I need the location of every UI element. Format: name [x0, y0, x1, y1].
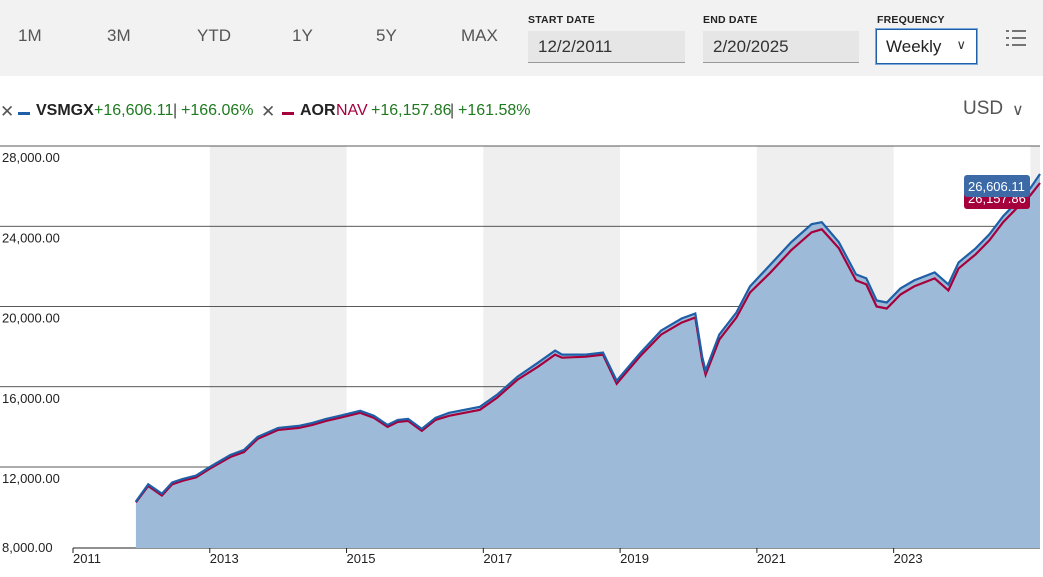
frequency-label: FREQUENCY [877, 14, 945, 26]
y-tick-label: 16,000.00 [2, 391, 60, 406]
x-tick-label: 2017 [483, 551, 512, 566]
y-tick-label: 28,000.00 [2, 150, 60, 165]
series-line-vsmgx [135, 173, 1041, 503]
series-area-vsmgx [135, 174, 1040, 548]
x-tick-label: 2021 [757, 551, 786, 566]
frequency-value: Weekly [886, 37, 942, 56]
range-1m-button[interactable]: 1M [18, 26, 42, 45]
chevron-down-icon[interactable]: ∨ [1012, 102, 1024, 119]
x-axis: 2011 2013 2015 2017 2019 2021 2023 [72, 548, 923, 566]
y-axis: 28,000.00 24,000.00 20,000.00 16,000.00 12,0… [2, 150, 60, 555]
y-tick-label: 24,000.00 [2, 230, 60, 245]
range-1y-button[interactable]: 1Y [292, 26, 313, 45]
last-value-text-vsmgx: 26,606.11 [968, 179, 1025, 194]
remove-series-aor-icon[interactable]: ✕ [261, 102, 276, 121]
x-tick-label: 2019 [620, 551, 649, 566]
frequency-select[interactable]: Weekly ∨ [876, 29, 977, 64]
y-tick-label: 8,000.00 [2, 540, 53, 555]
series-layer [135, 173, 1041, 548]
range-5y-button[interactable]: 5Y [376, 26, 397, 45]
range-ytd-button[interactable]: YTD [197, 26, 231, 45]
start-date-label: START DATE [528, 14, 595, 26]
series-swatch-vsmgx [18, 112, 30, 115]
end-date-label: END DATE [703, 14, 758, 26]
currency-select[interactable]: USD [963, 98, 1004, 119]
toolbar: 1M 3M YTD 1Y 5Y MAX START DATE 12/2/2011… [0, 0, 1043, 76]
x-tick-label: 2015 [347, 551, 376, 566]
range-max-button[interactable]: MAX [461, 26, 498, 45]
legend-abs-change-aor: +16,157.86 [371, 102, 452, 119]
chevron-down-icon: ∨ [956, 37, 966, 52]
end-date-input[interactable]: 2/20/2025 [703, 31, 859, 63]
legend-separator: | [173, 102, 178, 119]
performance-chart: 28,000.00 24,000.00 20,000.00 16,000.00 12,0… [0, 145, 1041, 566]
start-date-input[interactable]: 12/2/2011 [528, 31, 685, 63]
series-swatch-aor [282, 112, 294, 115]
x-tick-label: 2023 [894, 551, 923, 566]
last-value-badge-vsmgx [964, 175, 1030, 197]
legend-abs-change-vsmgx: +16,606.11 [94, 102, 174, 119]
legend-ticker-vsmgx: VSMGX [36, 102, 94, 119]
x-tick-label: 2011 [73, 551, 101, 566]
legend-ticker-aor: AOR [300, 102, 336, 119]
range-3m-button[interactable]: 3M [107, 26, 131, 45]
remove-series-vsmgx-icon[interactable]: ✕ [0, 102, 15, 121]
legend-pct-change-vsmgx: +166.06% [181, 102, 254, 119]
legend-nav-label: NAV [336, 102, 368, 119]
legend-separator: | [450, 102, 455, 119]
y-tick-label: 20,000.00 [2, 311, 60, 326]
list-menu-icon[interactable] [1005, 28, 1027, 48]
y-tick-label: 12,000.00 [2, 471, 60, 486]
legend-pct-change-aor: +161.58% [458, 102, 531, 119]
x-tick-label: 2013 [210, 551, 239, 566]
